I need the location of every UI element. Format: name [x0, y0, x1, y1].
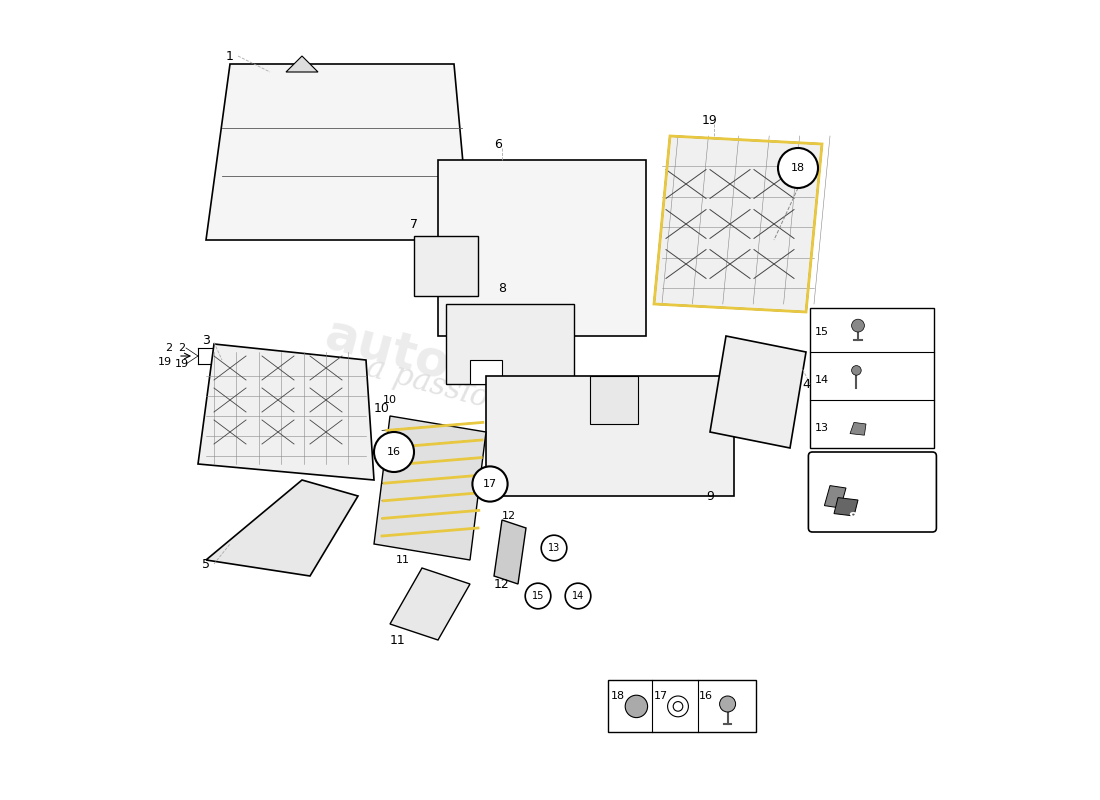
Text: 13: 13 — [548, 543, 560, 553]
Text: 12: 12 — [494, 578, 510, 590]
Text: 10: 10 — [374, 402, 389, 414]
Text: 2: 2 — [178, 343, 186, 353]
Text: 19: 19 — [175, 359, 189, 369]
Text: 10: 10 — [383, 395, 397, 405]
Polygon shape — [446, 304, 574, 384]
Text: 13: 13 — [815, 423, 829, 433]
Polygon shape — [374, 416, 486, 560]
Text: 16: 16 — [698, 691, 713, 701]
Polygon shape — [710, 336, 806, 448]
Text: 15: 15 — [815, 327, 829, 337]
Text: 14: 14 — [572, 591, 584, 601]
Bar — [813, 506, 933, 528]
Text: 7: 7 — [410, 218, 418, 230]
Bar — [590, 376, 638, 424]
Circle shape — [374, 432, 414, 472]
Circle shape — [565, 583, 591, 609]
Polygon shape — [470, 360, 502, 384]
Circle shape — [472, 466, 507, 502]
Circle shape — [851, 366, 861, 375]
Text: 5: 5 — [202, 558, 210, 570]
Text: a passion for parts since: a passion for parts since — [363, 352, 737, 480]
Circle shape — [625, 695, 648, 718]
Polygon shape — [438, 256, 470, 296]
Polygon shape — [438, 160, 646, 336]
Text: 14: 14 — [815, 375, 829, 385]
Text: 4: 4 — [802, 378, 810, 390]
Circle shape — [778, 148, 818, 188]
Circle shape — [851, 319, 865, 332]
Circle shape — [541, 535, 567, 561]
Text: 11: 11 — [396, 555, 410, 565]
Bar — [810, 308, 934, 448]
Circle shape — [719, 696, 736, 712]
Text: 18: 18 — [610, 691, 625, 701]
Text: 17: 17 — [483, 479, 497, 489]
Circle shape — [668, 696, 689, 717]
Text: 19: 19 — [158, 357, 173, 366]
FancyBboxPatch shape — [808, 452, 936, 532]
Polygon shape — [206, 480, 358, 576]
Text: 19: 19 — [702, 114, 718, 126]
Text: 17: 17 — [653, 691, 668, 701]
Text: 9: 9 — [706, 490, 714, 502]
Text: 15: 15 — [531, 591, 544, 601]
Text: autodiely: autodiely — [320, 310, 588, 426]
Text: 12: 12 — [502, 511, 516, 521]
Bar — [608, 680, 757, 732]
Text: 1: 1 — [227, 50, 234, 62]
Circle shape — [673, 702, 683, 711]
Polygon shape — [850, 422, 866, 435]
Polygon shape — [824, 486, 846, 508]
Circle shape — [525, 583, 551, 609]
Text: 11: 11 — [390, 634, 406, 646]
Text: 6: 6 — [494, 138, 502, 150]
Polygon shape — [390, 568, 470, 640]
Bar — [414, 236, 478, 296]
Polygon shape — [198, 344, 374, 480]
Text: 18: 18 — [791, 163, 805, 173]
Text: 16: 16 — [387, 447, 402, 457]
Text: 8: 8 — [498, 282, 506, 294]
Polygon shape — [654, 136, 822, 312]
Text: 2: 2 — [165, 343, 173, 353]
Polygon shape — [834, 498, 858, 516]
Polygon shape — [494, 520, 526, 584]
Polygon shape — [486, 376, 734, 496]
Text: 868 07: 868 07 — [848, 511, 896, 524]
Polygon shape — [286, 56, 318, 72]
Polygon shape — [206, 64, 470, 240]
Text: 3: 3 — [202, 334, 210, 346]
